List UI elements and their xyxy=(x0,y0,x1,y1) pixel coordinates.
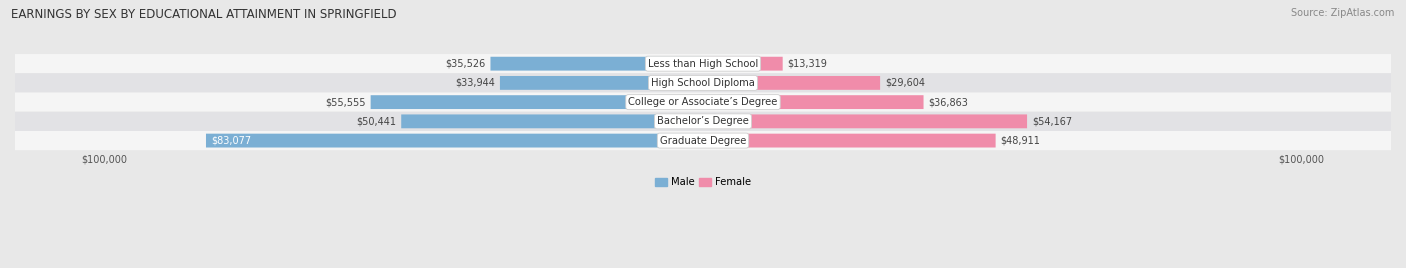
Text: Source: ZipAtlas.com: Source: ZipAtlas.com xyxy=(1291,8,1395,18)
Text: Graduate Degree: Graduate Degree xyxy=(659,136,747,146)
Text: $36,863: $36,863 xyxy=(928,97,969,107)
Text: $29,604: $29,604 xyxy=(884,78,925,88)
FancyBboxPatch shape xyxy=(703,57,783,70)
Text: High School Diploma: High School Diploma xyxy=(651,78,755,88)
FancyBboxPatch shape xyxy=(703,114,1026,128)
Text: $55,555: $55,555 xyxy=(325,97,366,107)
Text: $83,077: $83,077 xyxy=(211,136,250,146)
FancyBboxPatch shape xyxy=(703,76,880,90)
Text: $48,911: $48,911 xyxy=(1001,136,1040,146)
Text: $35,526: $35,526 xyxy=(446,59,485,69)
Text: $33,944: $33,944 xyxy=(456,78,495,88)
FancyBboxPatch shape xyxy=(703,95,924,109)
Legend: Male, Female: Male, Female xyxy=(651,173,755,191)
Text: $54,167: $54,167 xyxy=(1032,116,1071,126)
FancyBboxPatch shape xyxy=(15,54,1391,73)
FancyBboxPatch shape xyxy=(207,134,703,147)
Text: College or Associate’s Degree: College or Associate’s Degree xyxy=(628,97,778,107)
FancyBboxPatch shape xyxy=(501,76,703,90)
Text: Less than High School: Less than High School xyxy=(648,59,758,69)
Text: $13,319: $13,319 xyxy=(787,59,827,69)
FancyBboxPatch shape xyxy=(15,131,1391,150)
FancyBboxPatch shape xyxy=(491,57,703,70)
FancyBboxPatch shape xyxy=(15,112,1391,131)
Text: Bachelor’s Degree: Bachelor’s Degree xyxy=(657,116,749,126)
FancyBboxPatch shape xyxy=(703,134,995,147)
FancyBboxPatch shape xyxy=(15,73,1391,92)
Text: $50,441: $50,441 xyxy=(357,116,396,126)
FancyBboxPatch shape xyxy=(401,114,703,128)
Text: EARNINGS BY SEX BY EDUCATIONAL ATTAINMENT IN SPRINGFIELD: EARNINGS BY SEX BY EDUCATIONAL ATTAINMEN… xyxy=(11,8,396,21)
FancyBboxPatch shape xyxy=(15,92,1391,112)
FancyBboxPatch shape xyxy=(371,95,703,109)
